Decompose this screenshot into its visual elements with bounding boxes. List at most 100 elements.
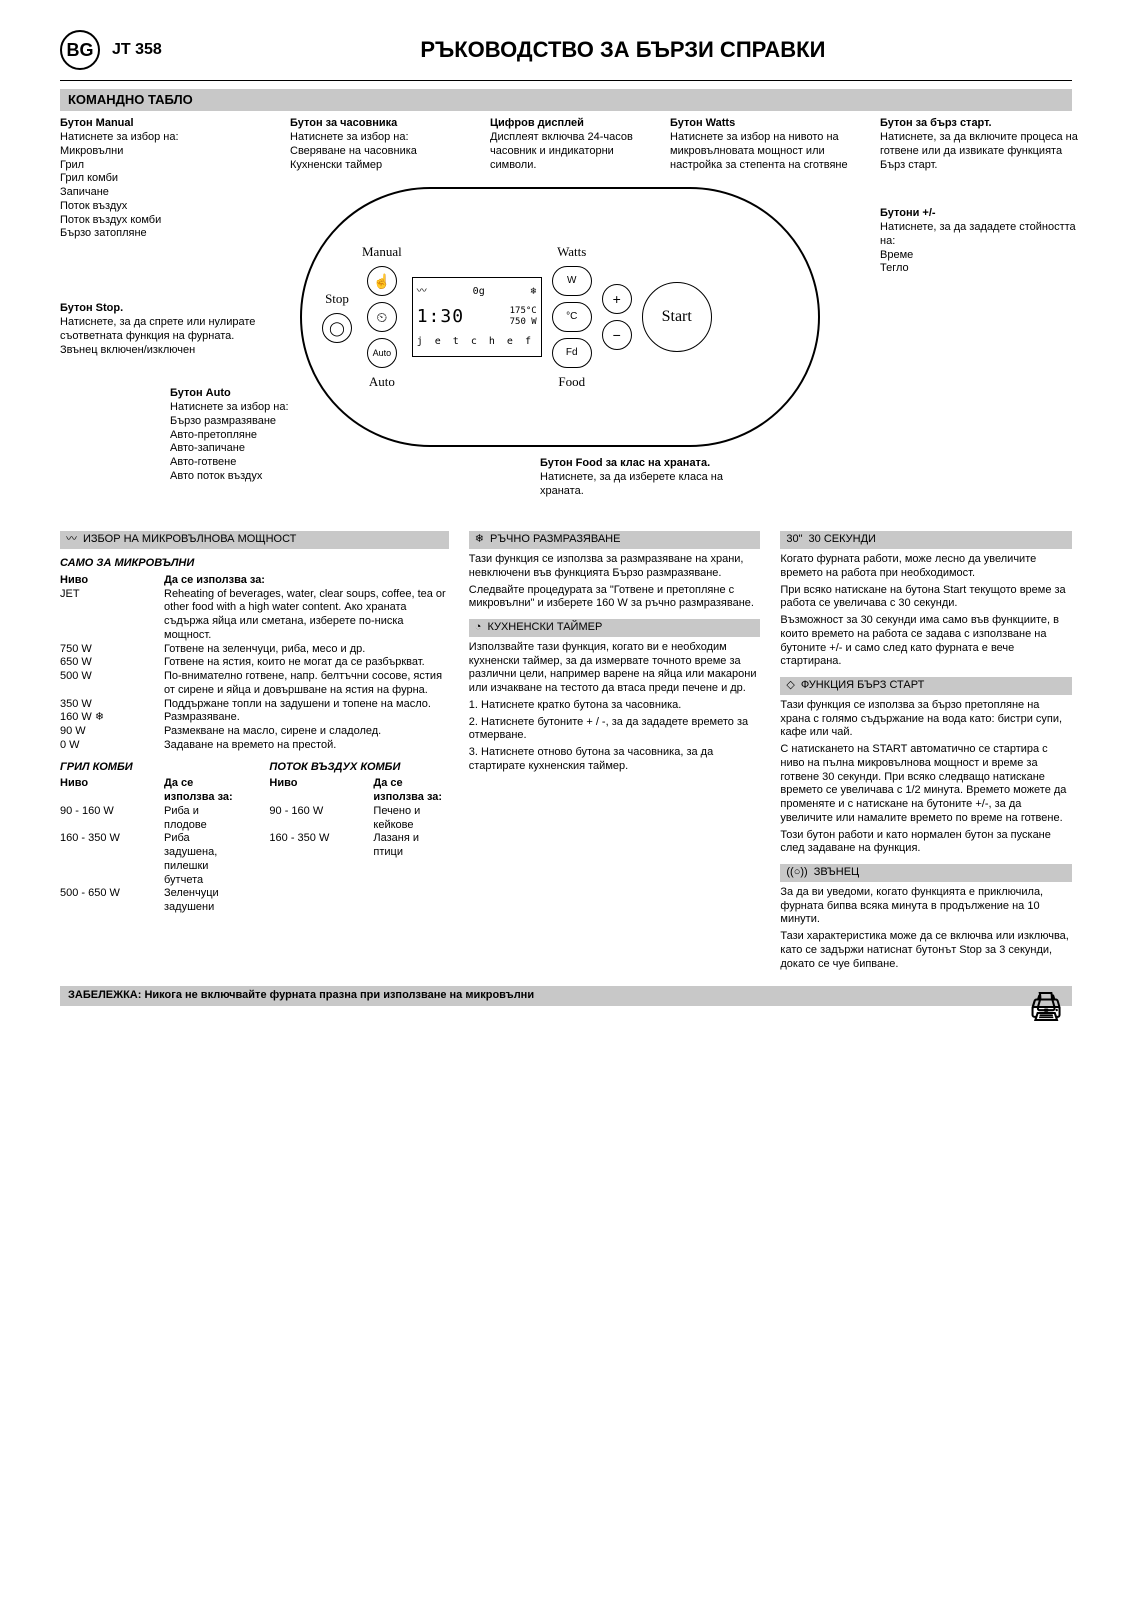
callout-clock: Бутон за часовника Натиснете за избор на…	[290, 117, 480, 172]
list-item: Грил комби	[60, 172, 250, 186]
subhead-timer-label: КУХНЕНСКИ ТАЙМЕР	[487, 621, 602, 635]
list-item: Поток въздух	[60, 200, 250, 214]
stop-button[interactable]: ◯	[322, 313, 352, 343]
lcd-power: 750 W	[510, 317, 537, 327]
use: Готвене на ястия, които не могат да се р…	[164, 656, 425, 670]
subhead-quickstart-label: ФУНКЦИЯ БЪРЗ СТАРТ	[801, 679, 924, 693]
use: Размразяване.	[164, 711, 240, 725]
sec30-p2: При всяко натискане на бутона Start теку…	[780, 584, 1072, 612]
callout-auto-list: Бързо размразяване Авто-претопляне Авто-…	[170, 415, 370, 484]
list-item: Тегло	[880, 262, 1080, 276]
callout-stop-title: Бутон Stop.	[60, 302, 123, 314]
lcd-weight: 0g	[473, 286, 485, 299]
manual-button[interactable]: ☝	[367, 266, 397, 296]
list-item: Кухненски таймер	[290, 159, 480, 173]
list-item: Бързо затопляне	[60, 227, 250, 241]
use: Готвене на зеленчуци, риба, месо и др.	[164, 643, 365, 657]
use: Зеленчуци задушени	[164, 887, 239, 915]
use: Риба и плодове	[164, 805, 239, 833]
footer-note: ЗАБЕЛЕЖКА: Никога не включвайте фурната …	[60, 986, 1072, 1006]
subhead-bell: ((○)) ЗВЪНЕЦ	[780, 864, 1072, 882]
defrost-p1: Тази функция се използва за размразяване…	[469, 553, 744, 579]
callout-display-body: Дисплеят включва 24-часов часовник и инд…	[490, 131, 633, 171]
level: JET	[60, 588, 150, 643]
timer-step-3: 3. Натиснете отново бутона за часовника,…	[469, 746, 761, 774]
subhead-bell-label: ЗВЪНЕЦ	[814, 866, 860, 880]
subhead-power: 〰 ИЗБОР НА МИКРОВЪЛНОВА МОЩНОСТ	[60, 531, 449, 549]
use: По-внимателно готвене, напр. белтъчни со…	[164, 670, 449, 698]
level-header: Ниво	[269, 777, 359, 805]
level: 0 W	[60, 739, 150, 753]
level-header: Ниво	[60, 574, 150, 588]
column-2: ❄ РЪЧНО РАЗМРАЗЯВАНЕ Тази функция се изп…	[469, 523, 761, 974]
level: 750 W	[60, 643, 150, 657]
content-columns: 〰 ИЗБОР НА МИКРОВЪЛНОВА МОЩНОСТ САМО ЗА …	[60, 523, 1072, 974]
model-number: JT 358	[112, 40, 162, 60]
callout-stop: Бутон Stop. Натиснете, за да спрете или …	[60, 302, 260, 357]
subhead-timer: ◔ КУХНЕНСКИ ТАЙМЕР	[469, 619, 761, 637]
callout-auto-title: Бутон Auto	[170, 387, 231, 399]
sec30-p1: Когато фурната работи, може лесно да уве…	[780, 553, 1072, 581]
callout-watts-body: Натиснете за избор на нивото на микровъл…	[670, 131, 848, 171]
sec30-p3: Възможност за 30 секунди има само във фу…	[780, 614, 1072, 669]
quick-p1: Тази функция се използва за бързо претоп…	[780, 699, 1072, 740]
callout-pm: Бутони +/- Натиснете, за да зададете сто…	[880, 207, 1080, 276]
level: 160 - 350 W	[60, 832, 150, 887]
start-label: Start	[662, 307, 692, 327]
level-header: Ниво	[60, 777, 150, 805]
auto-button[interactable]: Auto	[367, 338, 397, 368]
food-button[interactable]: Fd	[552, 338, 592, 368]
callout-quick-title: Бутон за бърз старт.	[880, 117, 992, 129]
use-header: Да се използва за:	[164, 574, 265, 588]
lcd-display: 〰0g❄ 1:30 175°C 750 W j e t c h e f	[412, 277, 542, 357]
list-item: Микровълни	[60, 145, 250, 159]
callout-watts-title: Бутон Watts	[670, 117, 735, 129]
timer-p1: Използвайте тази функция, когато ви е не…	[469, 641, 761, 696]
use: Печено и кейкове	[373, 805, 448, 833]
subhead-defrost: ❄ РЪЧНО РАЗМРАЗЯВАНЕ	[469, 531, 761, 549]
clock-button[interactable]: ⏲	[367, 302, 397, 332]
lcd-time: 1:30	[417, 306, 464, 329]
page-header: BG JT 358 РЪКОВОДСТВО ЗА БЪРЗИ СПРАВКИ	[60, 30, 1072, 70]
mw-only-title: САМО ЗА МИКРОВЪЛНИ	[60, 557, 449, 571]
column-1: 〰 ИЗБОР НА МИКРОВЪЛНОВА МОЩНОСТ САМО ЗА …	[60, 523, 449, 974]
subhead-30s-label: 30 СЕКУНДИ	[809, 533, 876, 547]
header-rule	[60, 80, 1072, 81]
auto-label: Auto	[369, 374, 395, 390]
stop-label: Stop	[325, 291, 349, 307]
quick-p3: Този бутон работи и като нормален бутон …	[780, 829, 1072, 857]
use: Риба задушена, пилешки бутчета	[164, 832, 239, 887]
bell-p1: За да ви уведоми, когато функцията е при…	[780, 886, 1072, 927]
defrost-p2: Следвайте процедурата за "Готвене и прет…	[469, 584, 761, 612]
forced-title: ПОТОК ВЪЗДУХ КОМБИ	[269, 761, 448, 775]
start-button[interactable]: Start	[642, 282, 712, 352]
callout-pm-body: Натиснете, за да зададете стойността на:	[880, 221, 1076, 247]
quick-p2: С натискането на START автоматично се ст…	[780, 743, 1072, 826]
lcd-icon-row: j e t c h e f	[417, 336, 537, 349]
subhead-defrost-label: РЪЧНО РАЗМРАЗЯВАНЕ	[490, 533, 620, 547]
use: Лазаня и птици	[373, 832, 448, 860]
callout-display-title: Цифров дисплей	[490, 117, 584, 129]
snowflake-icon: ❄	[95, 711, 104, 723]
minus-button[interactable]: −	[602, 320, 632, 350]
use: Reheating of beverages, water, clear sou…	[164, 588, 449, 643]
callout-auto-intro: Натиснете за избор на:	[170, 401, 289, 413]
subhead-30s: 30" 30 СЕКУНДИ	[780, 531, 1072, 549]
callout-quick-body: Натиснете, за да включите процеса на гот…	[880, 131, 1078, 171]
panel-oval: Stop ◯ Manual ☝ ⏲ Auto Auto 〰0g❄ 1:30 17…	[300, 187, 820, 447]
language-badge: BG	[60, 30, 100, 70]
level: 90 W	[60, 725, 150, 739]
use: Задаване на времето на престой.	[164, 739, 336, 753]
level: 350 W	[60, 698, 150, 712]
section-title-control-panel: КОМАНДНО ТАБЛО	[60, 89, 1072, 111]
snowflake-icon: ❄	[475, 533, 484, 547]
level: 90 - 160 W	[269, 805, 359, 833]
manual-label: Manual	[362, 244, 402, 260]
list-item: Грил	[60, 159, 250, 173]
callout-watts: Бутон Watts Натиснете за избор на нивото…	[670, 117, 870, 172]
footer-text: ЗАБЕЛЕЖКА: Никога не включвайте фурната …	[68, 989, 534, 1001]
level: 160 - 350 W	[269, 832, 359, 860]
plus-button[interactable]: +	[602, 284, 632, 314]
watts-button[interactable]: W	[552, 266, 592, 296]
temp-button[interactable]: °C	[552, 302, 592, 332]
